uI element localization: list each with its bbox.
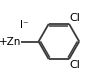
- Text: Cl: Cl: [69, 60, 80, 70]
- Text: Cl: Cl: [69, 13, 80, 23]
- Text: +Zn: +Zn: [0, 37, 21, 47]
- Text: I⁻: I⁻: [20, 20, 29, 30]
